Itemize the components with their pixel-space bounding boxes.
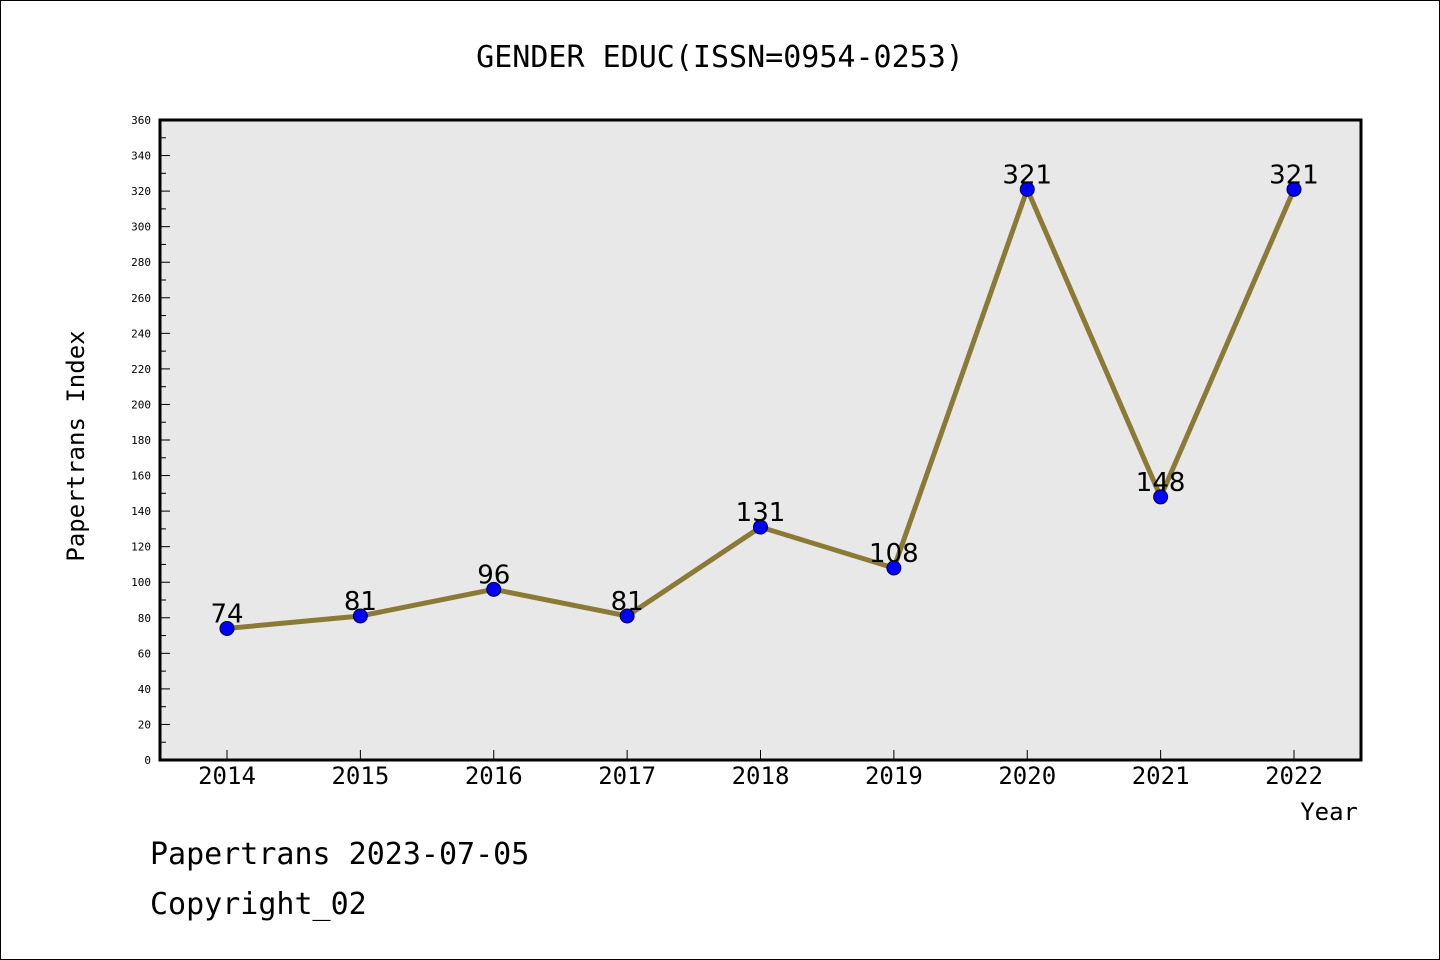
x-axis: 2014 2015 2016 2017 2018 2019 2020 2021 2022 — [198, 750, 1323, 790]
y-axis: 0 20 40 60 80 100 120 140 160 180 200 220 240 260 280 3… — [131, 114, 170, 767]
data-point — [352, 608, 368, 624]
data-point — [219, 620, 235, 636]
y-tick-label: 360 — [131, 114, 151, 127]
data-point — [1286, 181, 1302, 197]
series-line-group: 74 81 96 81 131 108 321 148 321 — [210, 160, 1319, 636]
data-point — [619, 608, 635, 624]
y-tick-label: 80 — [138, 612, 151, 625]
data-label: 321 — [1002, 160, 1052, 190]
y-tick-label: 320 — [131, 185, 151, 198]
x-tick-label: 2015 — [331, 762, 389, 790]
data-label: 81 — [344, 587, 377, 617]
y-tick-label: 260 — [131, 292, 151, 305]
data-label: 96 — [477, 560, 510, 590]
y-tick-label: 20 — [138, 718, 151, 731]
y-tick-label: 200 — [131, 398, 151, 411]
y-tick-label: 100 — [131, 576, 151, 589]
x-tick-label: 2017 — [598, 762, 656, 790]
data-label: 81 — [611, 587, 644, 617]
x-tick-label: 2016 — [465, 762, 523, 790]
x-axis-label: Year — [1300, 798, 1358, 826]
y-tick-label: 180 — [131, 434, 151, 447]
x-tick-label: 2019 — [865, 762, 923, 790]
y-axis-label: Papertrans Index — [62, 330, 90, 561]
data-label: 74 — [210, 599, 243, 629]
data-label: 108 — [869, 539, 919, 569]
x-tick-label: 2021 — [1132, 762, 1190, 790]
data-point — [753, 519, 768, 535]
x-tick-label: 2014 — [198, 762, 256, 790]
data-point — [886, 560, 902, 576]
y-tick-label: 120 — [131, 541, 151, 554]
y-tick-label: 160 — [131, 470, 151, 483]
chart-title: GENDER EDUC(ISSN=0954-0253) — [476, 40, 964, 75]
y-tick-label: 300 — [131, 221, 151, 234]
plot-area — [158, 118, 1363, 762]
y-tick-label: 240 — [131, 327, 151, 340]
y-tick-label: 40 — [138, 683, 151, 696]
data-label: 321 — [1269, 160, 1319, 190]
x-tick-label: 2022 — [1265, 762, 1323, 790]
y-tick-label: 0 — [144, 754, 151, 767]
y-tick-label: 60 — [138, 647, 151, 660]
footer-date: Papertrans 2023-07-05 — [150, 837, 529, 872]
y-tick-label: 340 — [131, 150, 151, 163]
x-tick-label: 2020 — [998, 762, 1056, 790]
x-tick-label: 2018 — [732, 762, 790, 790]
data-label: 148 — [1136, 468, 1186, 498]
y-tick-label: 220 — [131, 363, 151, 376]
data-label: 131 — [736, 498, 786, 528]
data-point — [1019, 181, 1035, 197]
y-tick-label: 280 — [131, 256, 151, 269]
data-point — [1153, 489, 1169, 505]
footer-copyright: Copyright_02 — [150, 887, 367, 922]
data-point — [486, 581, 502, 597]
y-tick-label: 140 — [131, 505, 151, 518]
